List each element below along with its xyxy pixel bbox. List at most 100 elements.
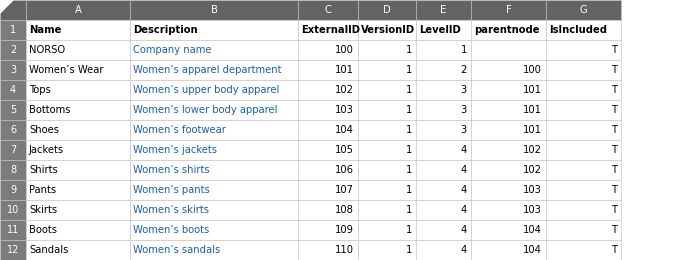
Bar: [358, 80, 416, 100]
Bar: [546, 80, 621, 100]
Bar: [471, 0, 546, 20]
Bar: [416, 220, 471, 240]
Text: 103: 103: [523, 205, 542, 215]
Text: D: D: [383, 5, 391, 15]
Text: 1: 1: [406, 225, 412, 235]
Text: A: A: [74, 5, 81, 15]
Bar: [298, 120, 358, 140]
Text: 3: 3: [10, 65, 16, 75]
Bar: [298, 60, 358, 80]
Bar: [26, 140, 130, 160]
Bar: [471, 120, 546, 140]
Text: Women’s footwear: Women’s footwear: [133, 125, 226, 135]
Bar: [130, 100, 298, 120]
Bar: [546, 180, 621, 200]
Bar: [26, 180, 130, 200]
Text: 4: 4: [461, 145, 467, 155]
Bar: [358, 240, 416, 260]
Text: Description: Description: [133, 25, 198, 35]
Bar: [416, 140, 471, 160]
Bar: [130, 20, 298, 40]
Bar: [0, 0, 26, 20]
Bar: [26, 240, 130, 260]
Text: 1: 1: [406, 125, 412, 135]
Text: Boots: Boots: [29, 225, 57, 235]
Bar: [0, 40, 26, 60]
Bar: [130, 80, 298, 100]
Bar: [471, 200, 546, 220]
Text: T: T: [611, 65, 617, 75]
Bar: [358, 0, 416, 20]
Bar: [416, 240, 471, 260]
Bar: [0, 20, 26, 40]
Bar: [26, 40, 130, 60]
Bar: [26, 20, 130, 40]
Text: T: T: [611, 125, 617, 135]
Bar: [471, 40, 546, 60]
Bar: [298, 160, 358, 180]
Text: 7: 7: [10, 145, 16, 155]
Bar: [416, 80, 471, 100]
Bar: [130, 0, 298, 20]
Text: 100: 100: [523, 65, 542, 75]
Bar: [130, 40, 298, 60]
Bar: [358, 60, 416, 80]
Text: 1: 1: [406, 105, 412, 115]
Text: Shirts: Shirts: [29, 165, 58, 175]
Text: F: F: [506, 5, 511, 15]
Bar: [546, 20, 621, 40]
Bar: [26, 120, 130, 140]
Bar: [0, 60, 26, 80]
Bar: [358, 140, 416, 160]
Bar: [298, 40, 358, 60]
Text: 4: 4: [10, 85, 16, 95]
Bar: [298, 0, 358, 20]
Bar: [416, 180, 471, 200]
Text: T: T: [611, 45, 617, 55]
Text: T: T: [611, 245, 617, 255]
Bar: [298, 220, 358, 240]
Text: Women’s boots: Women’s boots: [133, 225, 209, 235]
Text: 1: 1: [406, 65, 412, 75]
Bar: [26, 0, 130, 20]
Text: NORSO: NORSO: [29, 45, 65, 55]
Text: 107: 107: [335, 185, 354, 195]
Bar: [546, 200, 621, 220]
Bar: [416, 100, 471, 120]
Text: 102: 102: [335, 85, 354, 95]
Bar: [471, 160, 546, 180]
Bar: [358, 40, 416, 60]
Text: 4: 4: [461, 245, 467, 255]
Text: 103: 103: [335, 105, 354, 115]
Text: 10: 10: [7, 205, 19, 215]
Bar: [471, 140, 546, 160]
Text: 101: 101: [523, 105, 542, 115]
Bar: [546, 140, 621, 160]
Bar: [471, 100, 546, 120]
Text: 101: 101: [523, 125, 542, 135]
Text: 5: 5: [10, 105, 16, 115]
Text: C: C: [324, 5, 332, 15]
Text: Skirts: Skirts: [29, 205, 57, 215]
Text: 4: 4: [461, 185, 467, 195]
Bar: [0, 120, 26, 140]
Bar: [546, 240, 621, 260]
Text: Pants: Pants: [29, 185, 56, 195]
Bar: [0, 240, 26, 260]
Bar: [358, 100, 416, 120]
Bar: [0, 180, 26, 200]
Bar: [546, 160, 621, 180]
Bar: [546, 100, 621, 120]
Text: Tops: Tops: [29, 85, 51, 95]
Bar: [298, 100, 358, 120]
Text: VersionID: VersionID: [361, 25, 415, 35]
Polygon shape: [0, 0, 13, 13]
Bar: [130, 240, 298, 260]
Text: 102: 102: [523, 145, 542, 155]
Bar: [416, 40, 471, 60]
Text: Sandals: Sandals: [29, 245, 68, 255]
Text: LevelID: LevelID: [419, 25, 461, 35]
Bar: [471, 20, 546, 40]
Bar: [298, 200, 358, 220]
Text: Bottoms: Bottoms: [29, 105, 70, 115]
